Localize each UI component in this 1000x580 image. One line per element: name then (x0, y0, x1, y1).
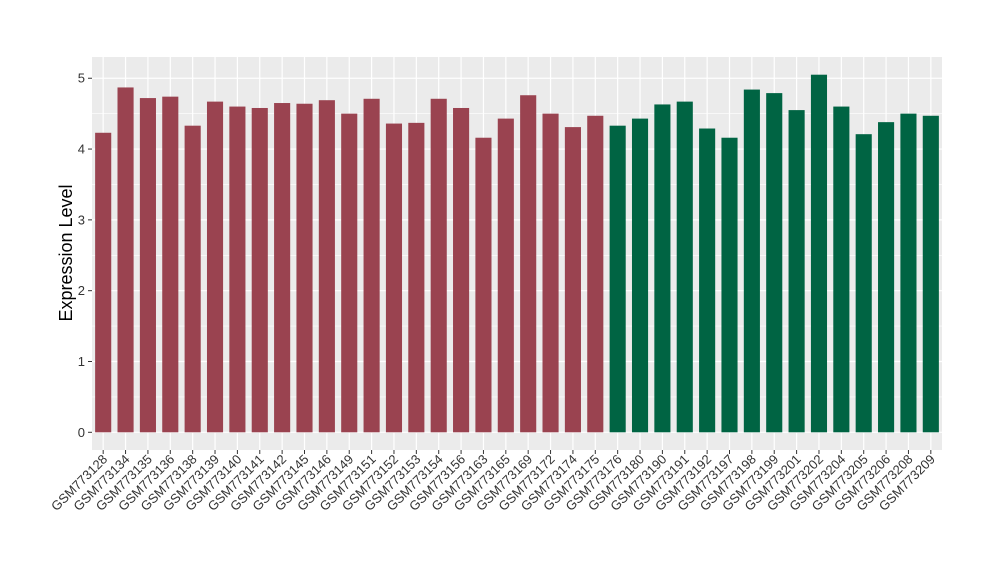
bar-GSM773204 (833, 106, 850, 433)
bar-GSM773172 (542, 113, 559, 433)
bar-GSM773209 (922, 115, 939, 433)
bar-GSM773192 (699, 128, 716, 433)
bar-GSM773156 (453, 107, 470, 433)
bar-GSM773169 (520, 95, 537, 433)
bar-GSM773153 (408, 122, 425, 433)
bar-GSM773134 (117, 87, 134, 433)
bar-GSM773151 (363, 98, 380, 433)
bar-GSM773191 (676, 101, 693, 433)
bar-GSM773197 (721, 137, 738, 433)
bar-GSM773201 (788, 110, 805, 433)
bar-GSM773146 (318, 100, 335, 433)
bar-GSM773154 (430, 98, 447, 433)
bar-GSM773175 (587, 115, 604, 433)
y-axis-title: Expression Level (56, 184, 76, 321)
y-tick-label: 4 (78, 142, 85, 157)
bar-GSM773174 (564, 127, 581, 433)
bar-GSM773141 (251, 107, 268, 433)
y-axis: 0 1 2 3 4 5 (78, 71, 92, 440)
y-tick-label: 1 (78, 354, 85, 369)
bar-GSM773208 (900, 113, 917, 433)
y-tick-label: 3 (78, 212, 85, 227)
bars (95, 74, 939, 433)
bar-GSM773198 (743, 89, 760, 433)
bar-GSM773176 (609, 125, 626, 433)
y-tick-label: 2 (78, 283, 85, 298)
bar-GSM773152 (385, 123, 403, 433)
bar-GSM773139 (206, 101, 224, 433)
bar-GSM773140 (229, 106, 246, 433)
bar-GSM773145 (296, 103, 313, 433)
x-axis: GSM773128GSM773134GSM773135GSM773136GSM7… (48, 450, 938, 514)
bar-GSM773199 (766, 93, 783, 433)
bar-GSM773165 (497, 118, 514, 433)
bar-GSM773128 (95, 132, 112, 433)
bar-GSM773202 (810, 74, 828, 433)
y-tick-label: 5 (78, 71, 85, 86)
bar-GSM773136 (162, 96, 179, 433)
bar-GSM773206 (878, 122, 895, 433)
y-tick-label: 0 (78, 425, 85, 440)
bar-GSM773190 (654, 104, 671, 433)
bar-GSM773138 (184, 125, 201, 433)
bar-GSM773149 (341, 113, 358, 433)
bar-GSM773205 (855, 134, 872, 433)
bar-GSM773142 (274, 103, 291, 433)
bar-GSM773163 (475, 137, 492, 433)
bar-GSM773180 (631, 118, 649, 433)
bar-GSM773135 (139, 98, 156, 433)
